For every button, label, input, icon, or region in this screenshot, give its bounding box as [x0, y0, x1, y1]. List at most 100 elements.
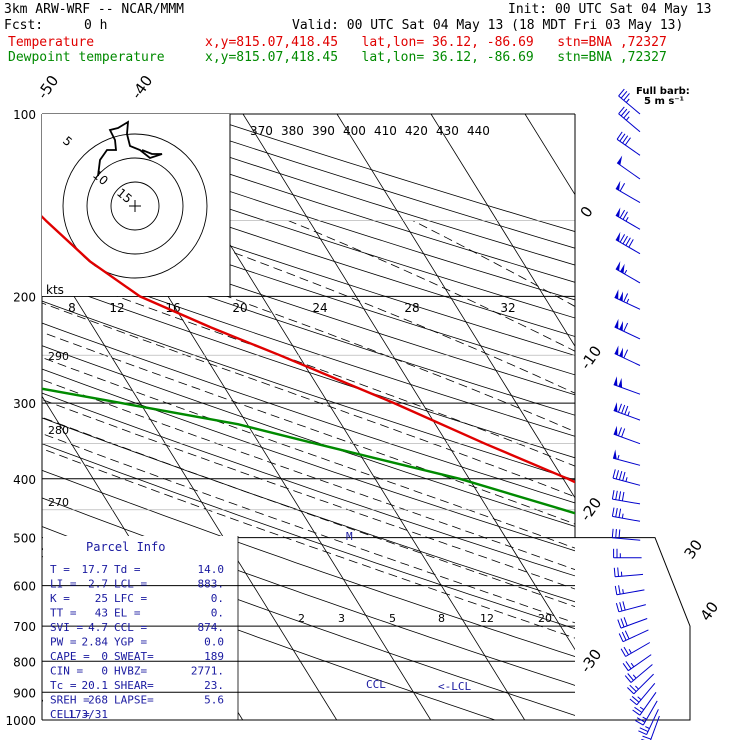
wind-barb-half-feather	[617, 454, 620, 460]
wind-barb	[629, 682, 656, 706]
wind-barb-feather	[615, 490, 618, 500]
wind-barb-feather	[615, 529, 617, 539]
lower-frame	[42, 537, 691, 721]
mixing-ratio-label: 20	[538, 612, 552, 625]
dry-adiabat-line	[42, 392, 575, 577]
wind-barb-staff	[615, 573, 644, 578]
wind-barb-feather	[629, 684, 637, 692]
isotherm-label-right: 0	[577, 203, 597, 221]
dry-adiabat-line	[42, 443, 575, 630]
parcel-row-value: 43	[95, 607, 108, 620]
wind-barb-staff	[614, 326, 641, 340]
wind-barb-flag	[618, 377, 623, 388]
wind-barb-feather	[632, 709, 641, 716]
wind-barb-staff	[646, 709, 659, 735]
wind-barb-feather	[623, 293, 629, 302]
isotherm-line	[336, 114, 575, 499]
wind-barb-flag	[614, 289, 619, 300]
pressure-tick-label: 700	[13, 620, 36, 634]
isotherm-line	[242, 114, 575, 651]
isotherm-label-top: -50	[34, 72, 63, 102]
wind-barb-half-feather	[637, 696, 642, 701]
wind-barb-feather	[622, 235, 628, 245]
wind-barb-feather	[619, 602, 623, 612]
wind-barb-feather	[618, 633, 624, 642]
wind-barb	[615, 180, 641, 204]
wind-barb-staff	[639, 692, 657, 716]
parcel-row-value: 5.6	[204, 694, 224, 707]
parcel-info-title: Parcel Info	[86, 540, 165, 554]
wind-barb	[615, 261, 641, 284]
wind-barb-staff	[613, 410, 641, 421]
forecast-label: Fcst:	[4, 18, 44, 33]
wind-barb-feather	[623, 646, 629, 656]
wind-barb-feather	[615, 602, 620, 612]
parcel-row-value: 20.1	[82, 679, 109, 692]
parcel-row-value: 4.7	[88, 621, 108, 634]
parcel-row-value: 268	[88, 694, 108, 707]
wind-barb-half-feather	[625, 477, 628, 482]
wind-barb-staff	[612, 537, 641, 541]
wind-barb-staff	[630, 664, 653, 683]
wind-barb-staff	[615, 268, 641, 284]
temperature-legend: Temperature	[8, 35, 95, 50]
wind-barb-feather	[622, 471, 626, 481]
mixing-ratio-label: 3	[338, 612, 345, 625]
parcel-row-value: 25	[95, 592, 108, 605]
theta-e-label: 390	[312, 124, 335, 138]
dry-adiabat-line	[42, 417, 575, 603]
wind-barb-staff	[642, 700, 658, 726]
parcel-row-label: SWEAT=	[114, 650, 154, 663]
isotherm-label-right: 40	[697, 598, 723, 624]
wind-barb	[618, 106, 641, 133]
parcel-info-panel: Parcel Info T = 17.7 Td = 14.0 LI = 2.7 LCL = 88…	[43, 536, 239, 721]
theta-e-label: 370	[250, 124, 273, 138]
pressure-tick-label: 400	[13, 473, 36, 487]
wind-barb-half-feather	[639, 706, 645, 711]
isotherm-line	[42, 243, 338, 720]
wind-barb-half-feather	[622, 589, 624, 594]
wind-barb	[616, 131, 641, 156]
wind-barb-feather	[618, 88, 625, 97]
wind-barb-feather	[618, 491, 622, 501]
mixing-ratio-label: 2	[298, 612, 305, 625]
wind-barb-feather	[639, 727, 649, 733]
wind-barb-staff	[612, 515, 641, 522]
theta-label-left: 280	[48, 424, 69, 437]
wind-barb	[614, 289, 641, 310]
wind-barb-feather	[618, 106, 625, 115]
wind-barb-feather	[624, 630, 630, 640]
wind-barb	[620, 642, 651, 657]
wind-barb	[632, 692, 657, 716]
wind-barb-feather	[627, 673, 634, 681]
wind-barb	[627, 673, 654, 695]
parcel-row-label: YGP =	[114, 636, 147, 649]
parcel-row-value: 14.0	[198, 563, 225, 576]
hodograph-x-tick: 12	[109, 301, 124, 315]
wind-barb	[614, 585, 645, 596]
hodograph-trace	[97, 120, 163, 177]
wind-barb-staff	[618, 95, 641, 115]
parcel-row-value: 23.	[204, 679, 224, 692]
theta-e-label: 420	[405, 124, 428, 138]
pressure-tick-label: 100	[13, 108, 36, 122]
moist-adiabat-line	[412, 220, 575, 307]
wind-barb-half-feather	[630, 662, 635, 668]
wind-barb-staff	[618, 113, 641, 133]
wind-barb-feather	[611, 507, 615, 517]
hodograph-background	[42, 114, 230, 296]
forecast-hour: 0 h	[84, 18, 108, 33]
wind-barb-staff	[614, 296, 641, 310]
wind-barb-feather	[625, 237, 631, 246]
wind-barb-staff	[636, 682, 656, 706]
parcel-row-label: Td =	[114, 563, 141, 576]
parcel-row-value: 17.7	[82, 563, 109, 576]
hodograph-x-tick: 8	[68, 301, 76, 315]
wind-barb-staff	[625, 642, 651, 657]
isotherm-label-right: 30	[681, 536, 707, 562]
wind-barb-feather	[635, 720, 644, 726]
wind-barb-feather	[615, 508, 618, 518]
wind-barb-staff	[613, 433, 641, 445]
wind-barb	[615, 207, 641, 230]
